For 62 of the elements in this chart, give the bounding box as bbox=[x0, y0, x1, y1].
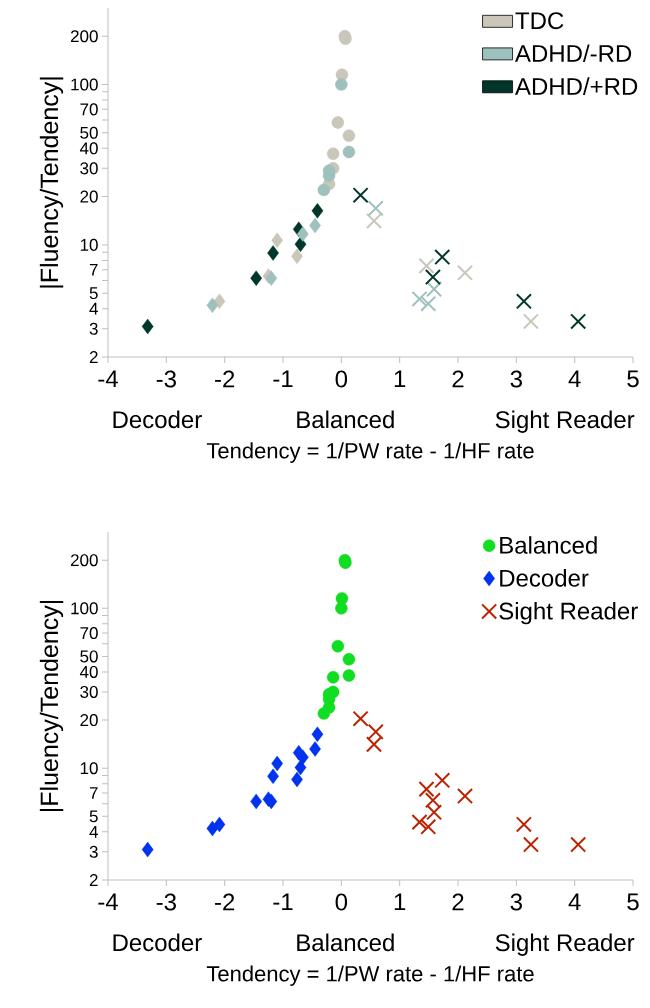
y-tick-label: 50 bbox=[80, 650, 98, 663]
x-tick-label: -2 bbox=[215, 893, 235, 911]
text: Sight Reader bbox=[495, 410, 635, 433]
x-tick-label: 3 bbox=[510, 893, 522, 911]
x-tick-label: -4 bbox=[98, 893, 118, 911]
legend-label: Decoder bbox=[500, 569, 589, 587]
legend-label: Sight Reader bbox=[499, 601, 638, 625]
x-tick-label: -4 bbox=[98, 370, 118, 388]
x-tick-label: -2 bbox=[215, 370, 235, 388]
y-tick-label: 4 bbox=[89, 826, 98, 838]
x-tick-label: 2 bbox=[452, 893, 464, 911]
y-axis-title: |Fluency/Tendency| bbox=[39, 77, 64, 288]
y-tick-label: 10 bbox=[80, 238, 98, 251]
text: Decoder bbox=[113, 933, 202, 952]
legend-label: ADHD/+RD bbox=[515, 77, 638, 95]
y-tick-label: 4 bbox=[89, 302, 98, 315]
legend-label: ADHD/-RD bbox=[515, 44, 632, 63]
legend-label: TDC bbox=[515, 12, 564, 30]
x-tick-label: 5 bbox=[627, 370, 639, 388]
y-tick-label: 70 bbox=[80, 103, 98, 116]
y-tick-label: 10 bbox=[80, 762, 98, 775]
x-tick-label: -1 bbox=[273, 893, 293, 911]
y-tick-label: 30 bbox=[80, 162, 98, 175]
y-tick-label: 40 bbox=[79, 142, 98, 155]
x-tick-label: 5 bbox=[627, 893, 639, 911]
y-tick-label: 3 bbox=[89, 322, 98, 335]
text: Sight Reader bbox=[495, 933, 635, 956]
x-axis-title: Tendency = 1/PW rate - 1/HF rate bbox=[206, 442, 534, 463]
x-tick-label: 1 bbox=[394, 370, 406, 388]
y-tick-label: 2 bbox=[89, 874, 98, 886]
y-tick-label: 7 bbox=[89, 263, 98, 276]
text: Balanced bbox=[297, 410, 394, 429]
x-tick-label: -3 bbox=[156, 370, 176, 388]
y-tick-label: 20 bbox=[80, 190, 98, 203]
y-tick-label: 200 bbox=[70, 554, 98, 567]
x-tick-label: 4 bbox=[568, 370, 581, 388]
y-axis-title: |Fluency/Tendency| bbox=[39, 600, 64, 812]
text: Balanced bbox=[297, 933, 394, 952]
x-tick-label: 0 bbox=[335, 370, 348, 388]
y-tick-label: 40 bbox=[79, 665, 98, 678]
x-tick-label: -3 bbox=[156, 893, 176, 911]
y-tick-label: 2 bbox=[89, 351, 98, 363]
x-tick-label: 0 bbox=[335, 893, 348, 911]
x-axis-title: Tendency = 1/PW rate - 1/HF rate bbox=[206, 965, 534, 986]
x-tick-label: 3 bbox=[510, 370, 522, 388]
y-tick-label: 70 bbox=[80, 627, 98, 640]
y-tick-label: 30 bbox=[80, 685, 98, 698]
x-tick-label: 2 bbox=[452, 370, 464, 388]
x-tick-label: -1 bbox=[273, 370, 293, 388]
y-tick-label: 100 bbox=[71, 602, 98, 615]
y-tick-label: 5 bbox=[89, 287, 98, 300]
y-tick-label: 200 bbox=[70, 30, 98, 43]
y-tick-label: 3 bbox=[89, 845, 98, 858]
y-tick-label: 7 bbox=[89, 787, 98, 799]
y-tick-label: 5 bbox=[89, 810, 98, 823]
y-tick-label: 100 bbox=[71, 78, 98, 91]
text: Decoder bbox=[113, 410, 202, 429]
x-tick-label: 1 bbox=[394, 893, 406, 911]
x-tick-label: 4 bbox=[568, 893, 581, 911]
y-tick-label: 20 bbox=[80, 714, 98, 727]
y-tick-label: 50 bbox=[80, 126, 98, 139]
legend-label: Balanced bbox=[500, 536, 597, 554]
